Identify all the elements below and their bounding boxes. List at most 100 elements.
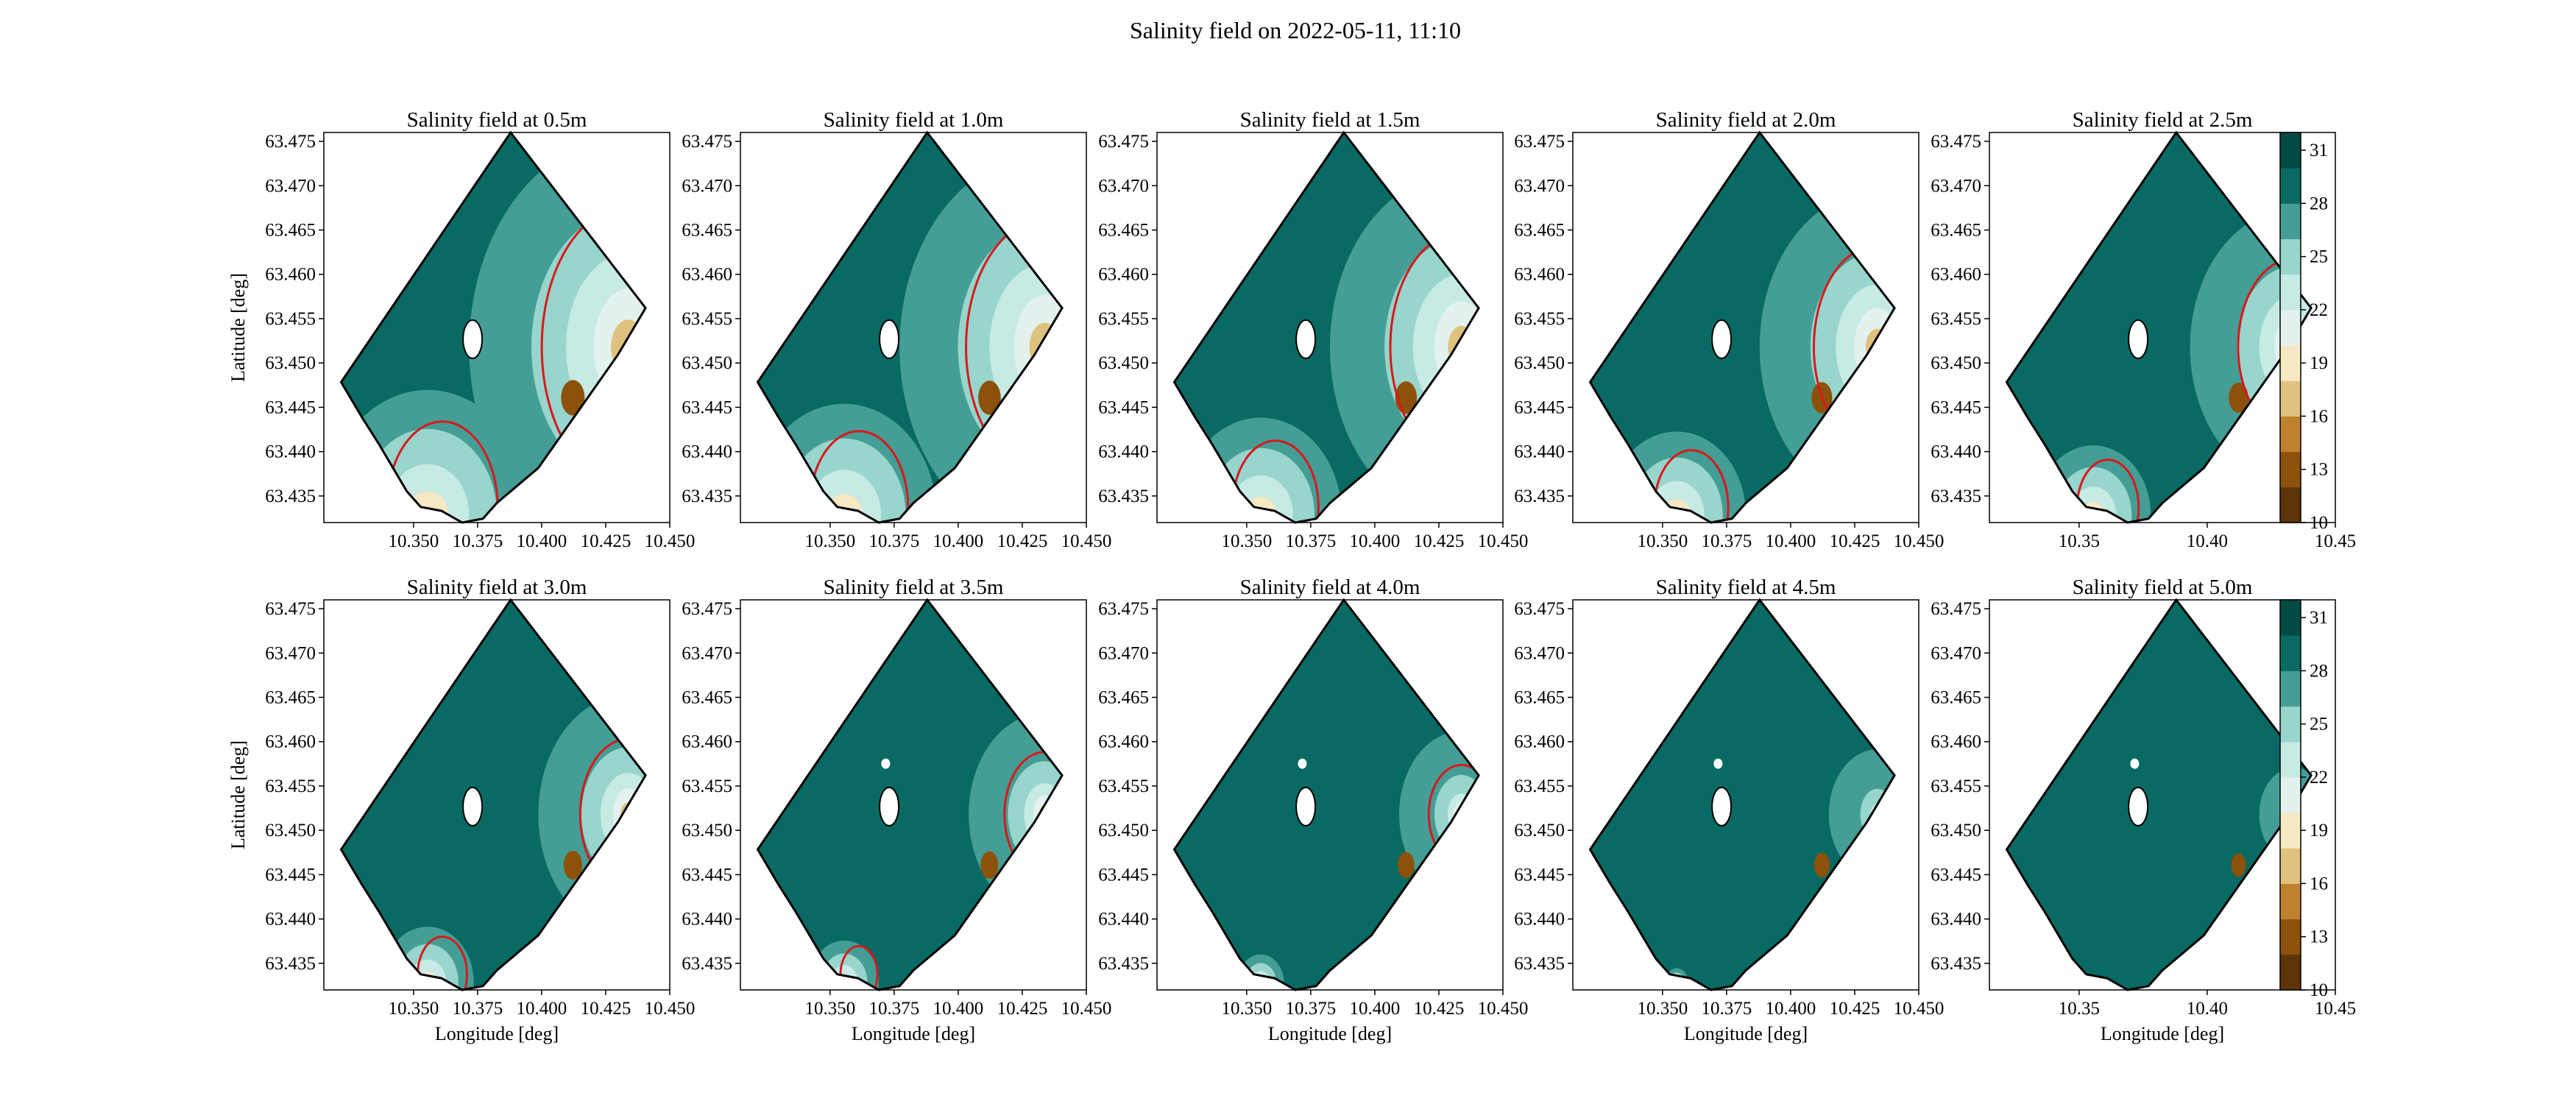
y-tick-label: 63.440 bbox=[1098, 442, 1149, 462]
y-tick-label: 63.455 bbox=[682, 309, 732, 329]
salinity-region-east-4 bbox=[1865, 328, 1889, 366]
y-tick-label: 63.460 bbox=[265, 732, 316, 752]
river-mouth-patch bbox=[1398, 852, 1415, 879]
colorbar-tick-label: 16 bbox=[2310, 406, 2328, 426]
y-tick-label: 63.455 bbox=[1514, 776, 1565, 796]
y-tick-label: 63.440 bbox=[1098, 910, 1149, 930]
y-tick-label: 63.460 bbox=[1514, 265, 1565, 285]
panel-title-2: Salinity field at 1.0m bbox=[824, 108, 1004, 132]
y-tick-label: 63.465 bbox=[1931, 688, 1981, 708]
salinity-region-east-4 bbox=[1448, 325, 1475, 369]
salinity-region-east-2 bbox=[989, 263, 1063, 431]
river-mouth-patch bbox=[2231, 853, 2246, 877]
salinity-region-east-3 bbox=[612, 788, 644, 841]
x-tick-label: 10.350 bbox=[804, 999, 855, 1019]
y-tick-label: 63.460 bbox=[1098, 732, 1149, 752]
island bbox=[879, 786, 900, 827]
y-tick-label: 63.470 bbox=[265, 176, 316, 196]
y-tick-label: 63.470 bbox=[1514, 176, 1565, 196]
y-tick-label: 63.445 bbox=[265, 865, 316, 885]
colorbar-tick-label: 31 bbox=[2310, 608, 2328, 628]
colorbar-frame bbox=[2279, 599, 2301, 991]
colorbar-segment bbox=[2280, 848, 2301, 884]
x-tick-label: 10.375 bbox=[1286, 999, 1337, 1019]
salinity-region-east-3 bbox=[1854, 308, 1895, 386]
y-tick-label: 63.460 bbox=[265, 265, 316, 285]
y-axis-label: Latitude [deg] bbox=[227, 273, 249, 382]
y-tick-label: 63.435 bbox=[682, 954, 732, 974]
y-tick-label: 63.475 bbox=[1098, 599, 1149, 619]
colorbar-tick-label: 28 bbox=[2310, 661, 2328, 681]
colorbar-segment bbox=[2280, 168, 2301, 204]
colorbar-tick-label: 31 bbox=[2310, 141, 2328, 160]
panel-title-8: Salinity field at 4.0m bbox=[1240, 576, 1420, 599]
salinity-region-east-1 bbox=[1434, 774, 1479, 854]
panel-title-10: Salinity field at 5.0m bbox=[2073, 576, 2253, 599]
x-tick-label: 10.350 bbox=[1637, 999, 1688, 1019]
panel-title-3: Salinity field at 1.5m bbox=[1240, 108, 1420, 132]
x-tick-label: 10.40 bbox=[2187, 999, 2228, 1019]
salinity-region-east-1 bbox=[958, 224, 1063, 470]
x-tick-label: 10.450 bbox=[645, 531, 696, 551]
x-tick-label: 10.425 bbox=[581, 531, 631, 551]
colorbar-segment bbox=[2280, 635, 2301, 671]
axes-frame-1 bbox=[323, 132, 670, 523]
island bbox=[462, 319, 484, 359]
y-tick-label: 63.460 bbox=[1098, 265, 1149, 285]
y-tick-label: 63.465 bbox=[265, 688, 316, 708]
x-tick-label: 10.45 bbox=[2315, 531, 2356, 551]
y-tick-label: 63.460 bbox=[1514, 732, 1565, 752]
island bbox=[2128, 786, 2149, 827]
x-tick-label: 10.40 bbox=[2187, 531, 2228, 551]
river-mouth-patch bbox=[978, 381, 1001, 415]
y-tick-label: 63.440 bbox=[682, 910, 732, 930]
colorbar-segment bbox=[2280, 954, 2301, 991]
y-tick-label: 63.475 bbox=[265, 132, 316, 152]
x-tick-label: 10.400 bbox=[933, 531, 984, 551]
y-tick-label: 63.475 bbox=[682, 132, 732, 152]
x-tick-label: 10.425 bbox=[581, 999, 631, 1019]
x-tick-label: 10.35 bbox=[2059, 999, 2100, 1019]
island-small bbox=[2130, 758, 2140, 769]
colorbar-segment bbox=[2280, 883, 2301, 920]
y-tick-label: 63.450 bbox=[265, 353, 316, 373]
x-tick-label: 10.450 bbox=[645, 999, 696, 1019]
salinity-region-sw-0 bbox=[341, 389, 531, 523]
colorbar-segment bbox=[2280, 203, 2301, 240]
y-tick-label: 63.445 bbox=[265, 397, 316, 417]
y-tick-label: 63.465 bbox=[265, 221, 316, 241]
colorbar-tick-label: 25 bbox=[2310, 715, 2328, 735]
y-tick-label: 63.460 bbox=[682, 265, 732, 285]
y-tick-label: 63.435 bbox=[265, 954, 316, 974]
colorbar-segment bbox=[2280, 813, 2301, 849]
island-small bbox=[1298, 758, 1307, 769]
x-axis-label: Longitude [deg] bbox=[1268, 1023, 1392, 1044]
y-tick-label: 63.440 bbox=[1514, 910, 1565, 930]
salinity-region-east-2 bbox=[601, 772, 646, 857]
colorbar-segment bbox=[2280, 274, 2301, 311]
salinity-region-east-2 bbox=[1447, 793, 1476, 835]
axes-frame-10 bbox=[1989, 599, 2336, 991]
axes-frame-6 bbox=[323, 599, 670, 991]
y-tick-label: 63.440 bbox=[1931, 442, 1981, 462]
panels: Salinity field at 0.5m 63.435 63.440 63.445… bbox=[227, 108, 2356, 1044]
salinity-region-sw-0 bbox=[1607, 431, 1746, 523]
colorbar-segment bbox=[2280, 451, 2301, 488]
y-tick-label: 63.445 bbox=[1098, 397, 1149, 417]
island bbox=[462, 786, 484, 827]
colorbar-tick-label: 19 bbox=[2310, 353, 2328, 373]
x-tick-label: 10.450 bbox=[1478, 531, 1529, 551]
x-tick-label: 10.375 bbox=[1702, 999, 1752, 1019]
y-tick-label: 63.455 bbox=[1098, 776, 1149, 796]
y-tick-label: 63.470 bbox=[265, 643, 316, 663]
colorbar-tick-label: 22 bbox=[2310, 300, 2328, 320]
panel-title-9: Salinity field at 4.5m bbox=[1656, 576, 1836, 599]
colorbar-frame bbox=[2279, 132, 2301, 523]
island bbox=[1711, 786, 1733, 827]
y-tick-label: 63.455 bbox=[1931, 776, 1981, 796]
y-tick-label: 63.470 bbox=[1098, 643, 1149, 663]
x-tick-label: 10.400 bbox=[1766, 999, 1816, 1019]
y-tick-label: 63.475 bbox=[1514, 132, 1565, 152]
y-tick-label: 63.435 bbox=[1514, 486, 1565, 506]
